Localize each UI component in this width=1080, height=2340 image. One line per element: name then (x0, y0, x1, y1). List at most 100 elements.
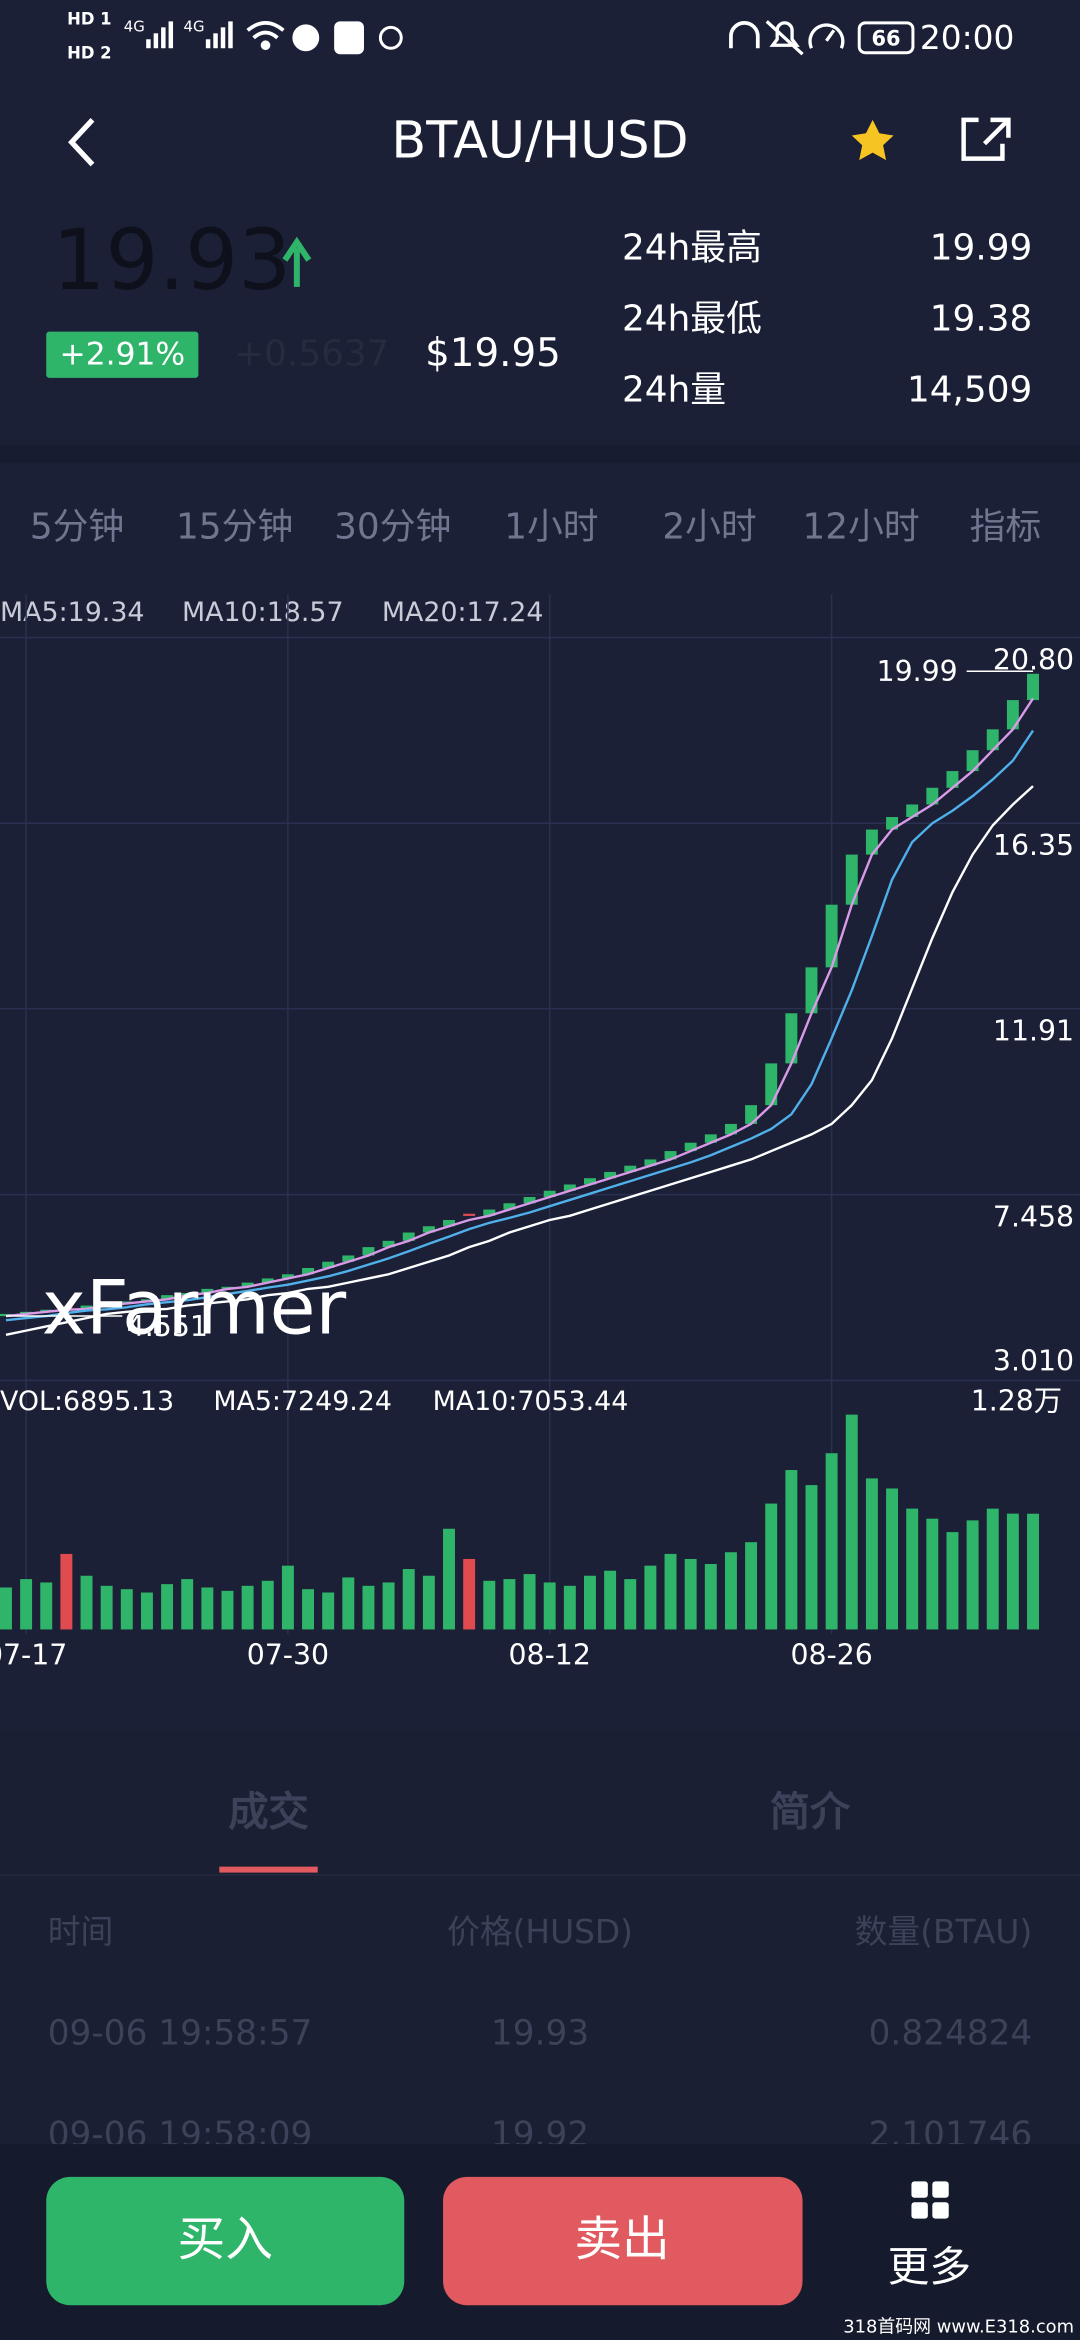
candle (604, 1171, 617, 1179)
stat-label: 24h最低 (622, 298, 762, 339)
candle (805, 967, 818, 1014)
volume-bar (584, 1575, 596, 1630)
volume-bar (966, 1520, 979, 1630)
candle (926, 787, 939, 805)
stat-value: 19.38 (930, 298, 1032, 339)
volume-bar (986, 1508, 999, 1630)
interval-tab[interactable]: 5分钟 (30, 507, 124, 548)
candle (543, 1190, 556, 1198)
more-icon[interactable] (911, 2181, 949, 2219)
volume-bar (563, 1585, 576, 1630)
y-tick-label: 3.010 (993, 1344, 1074, 1377)
battery-level: 66 (872, 26, 901, 50)
trades-panel (0, 1730, 1080, 2146)
candle (644, 1159, 657, 1166)
stats: 24h最高 19.99 24h最低 19.38 24h量 14,509 (622, 228, 1032, 411)
candle (281, 1274, 294, 1279)
stat-value: 19.99 (930, 228, 1032, 269)
more-label[interactable]: 更多 (888, 2242, 972, 2291)
candle (261, 1278, 274, 1283)
intro-tab[interactable]: 简介 (770, 1789, 851, 1835)
volume-bar (1027, 1513, 1039, 1630)
volume-bar (0, 1587, 12, 1630)
change-percent: +2.91% (59, 337, 185, 373)
candle (765, 1063, 778, 1106)
candle (201, 1288, 214, 1294)
volume-bar (181, 1579, 194, 1630)
trade-cell: 19.93 (491, 2014, 589, 2054)
battery-icon (857, 21, 915, 55)
interval-tab[interactable]: 30分钟 (334, 507, 451, 548)
volume-bar (120, 1589, 133, 1630)
volume-bar (40, 1582, 53, 1630)
volume-bar (342, 1577, 355, 1630)
volume-bar (221, 1590, 234, 1630)
volume-bar (523, 1574, 536, 1630)
trades-tab[interactable]: 成交 (228, 1789, 309, 1835)
volume-bar (362, 1585, 375, 1630)
ma-legend: MA10:18.57 (182, 597, 344, 628)
volume-bar (845, 1414, 858, 1630)
candle (986, 729, 999, 751)
trade-cell: 0.824824 (869, 2014, 1033, 2054)
volume-bar (1006, 1513, 1019, 1630)
sell-button[interactable] (443, 2176, 803, 2306)
favorite-star[interactable] (851, 119, 894, 161)
candle (724, 1123, 737, 1135)
volume-bar (201, 1587, 214, 1630)
candle (60, 1306, 73, 1309)
watermark: xFarmer (42, 1265, 347, 1352)
share-button[interactable] (961, 117, 1011, 161)
candle (422, 1226, 435, 1233)
volume-bar (422, 1575, 435, 1630)
stat-label: 24h最高 (622, 228, 762, 269)
sell-label: 卖出 (574, 2213, 669, 2268)
interval-tab[interactable]: 指标 (970, 507, 1042, 548)
interval-tab[interactable]: 2小时 (662, 507, 756, 548)
volume-bar (805, 1485, 818, 1630)
kline-chart: MA5:19.34 MA10:18.57 MA20:17.24 3.010 7.458 1… (0, 594, 1080, 1671)
y-tick-label: 16.35 (993, 829, 1074, 862)
volume-max-label: 1.28万 (971, 1385, 1062, 1418)
volume-bar (946, 1532, 959, 1630)
volume-bar (886, 1488, 899, 1630)
candle (704, 1134, 717, 1143)
volume-bar (140, 1592, 153, 1630)
candle (402, 1232, 415, 1241)
ma-line (5, 697, 1035, 1318)
app-icon (334, 21, 364, 55)
volume-bar (382, 1582, 395, 1630)
buy-button[interactable] (46, 2176, 405, 2306)
candle (745, 1105, 758, 1124)
interval-tab[interactable]: 1小时 (504, 507, 598, 548)
y-tick-label: 7.458 (993, 1200, 1074, 1233)
volume-bar (785, 1470, 798, 1630)
volume-bar (865, 1478, 878, 1630)
candle (906, 804, 919, 818)
candle (624, 1165, 637, 1172)
interval-tab[interactable]: 15分钟 (176, 507, 293, 548)
interval-tabs: 5分钟 15分钟 30分钟 1小时 2小时 12小时 指标 (30, 507, 1041, 548)
candle (1027, 673, 1039, 701)
candle (684, 1142, 697, 1152)
divider (0, 1874, 1080, 1876)
column-header: 时间 (48, 1913, 114, 1951)
trade-cell: 09-06 19:58:57 (48, 2014, 313, 2054)
candle (302, 1268, 315, 1275)
volume-legend: MA5:7249.24 (213, 1386, 392, 1417)
back-button[interactable] (68, 118, 95, 167)
volume-bar (483, 1580, 496, 1630)
interval-tab[interactable]: 12小时 (803, 507, 920, 548)
x-tick-label: 08-26 (790, 1638, 872, 1671)
volume-bar (322, 1592, 335, 1630)
volume-bar (503, 1579, 516, 1630)
candle (503, 1203, 516, 1210)
candle (241, 1282, 254, 1287)
volume-bar (765, 1503, 778, 1630)
volume-bar (80, 1575, 93, 1630)
wifi-icon (246, 21, 285, 51)
app-icon (378, 25, 403, 50)
wechat-icon (292, 24, 320, 52)
candle (785, 1013, 798, 1064)
